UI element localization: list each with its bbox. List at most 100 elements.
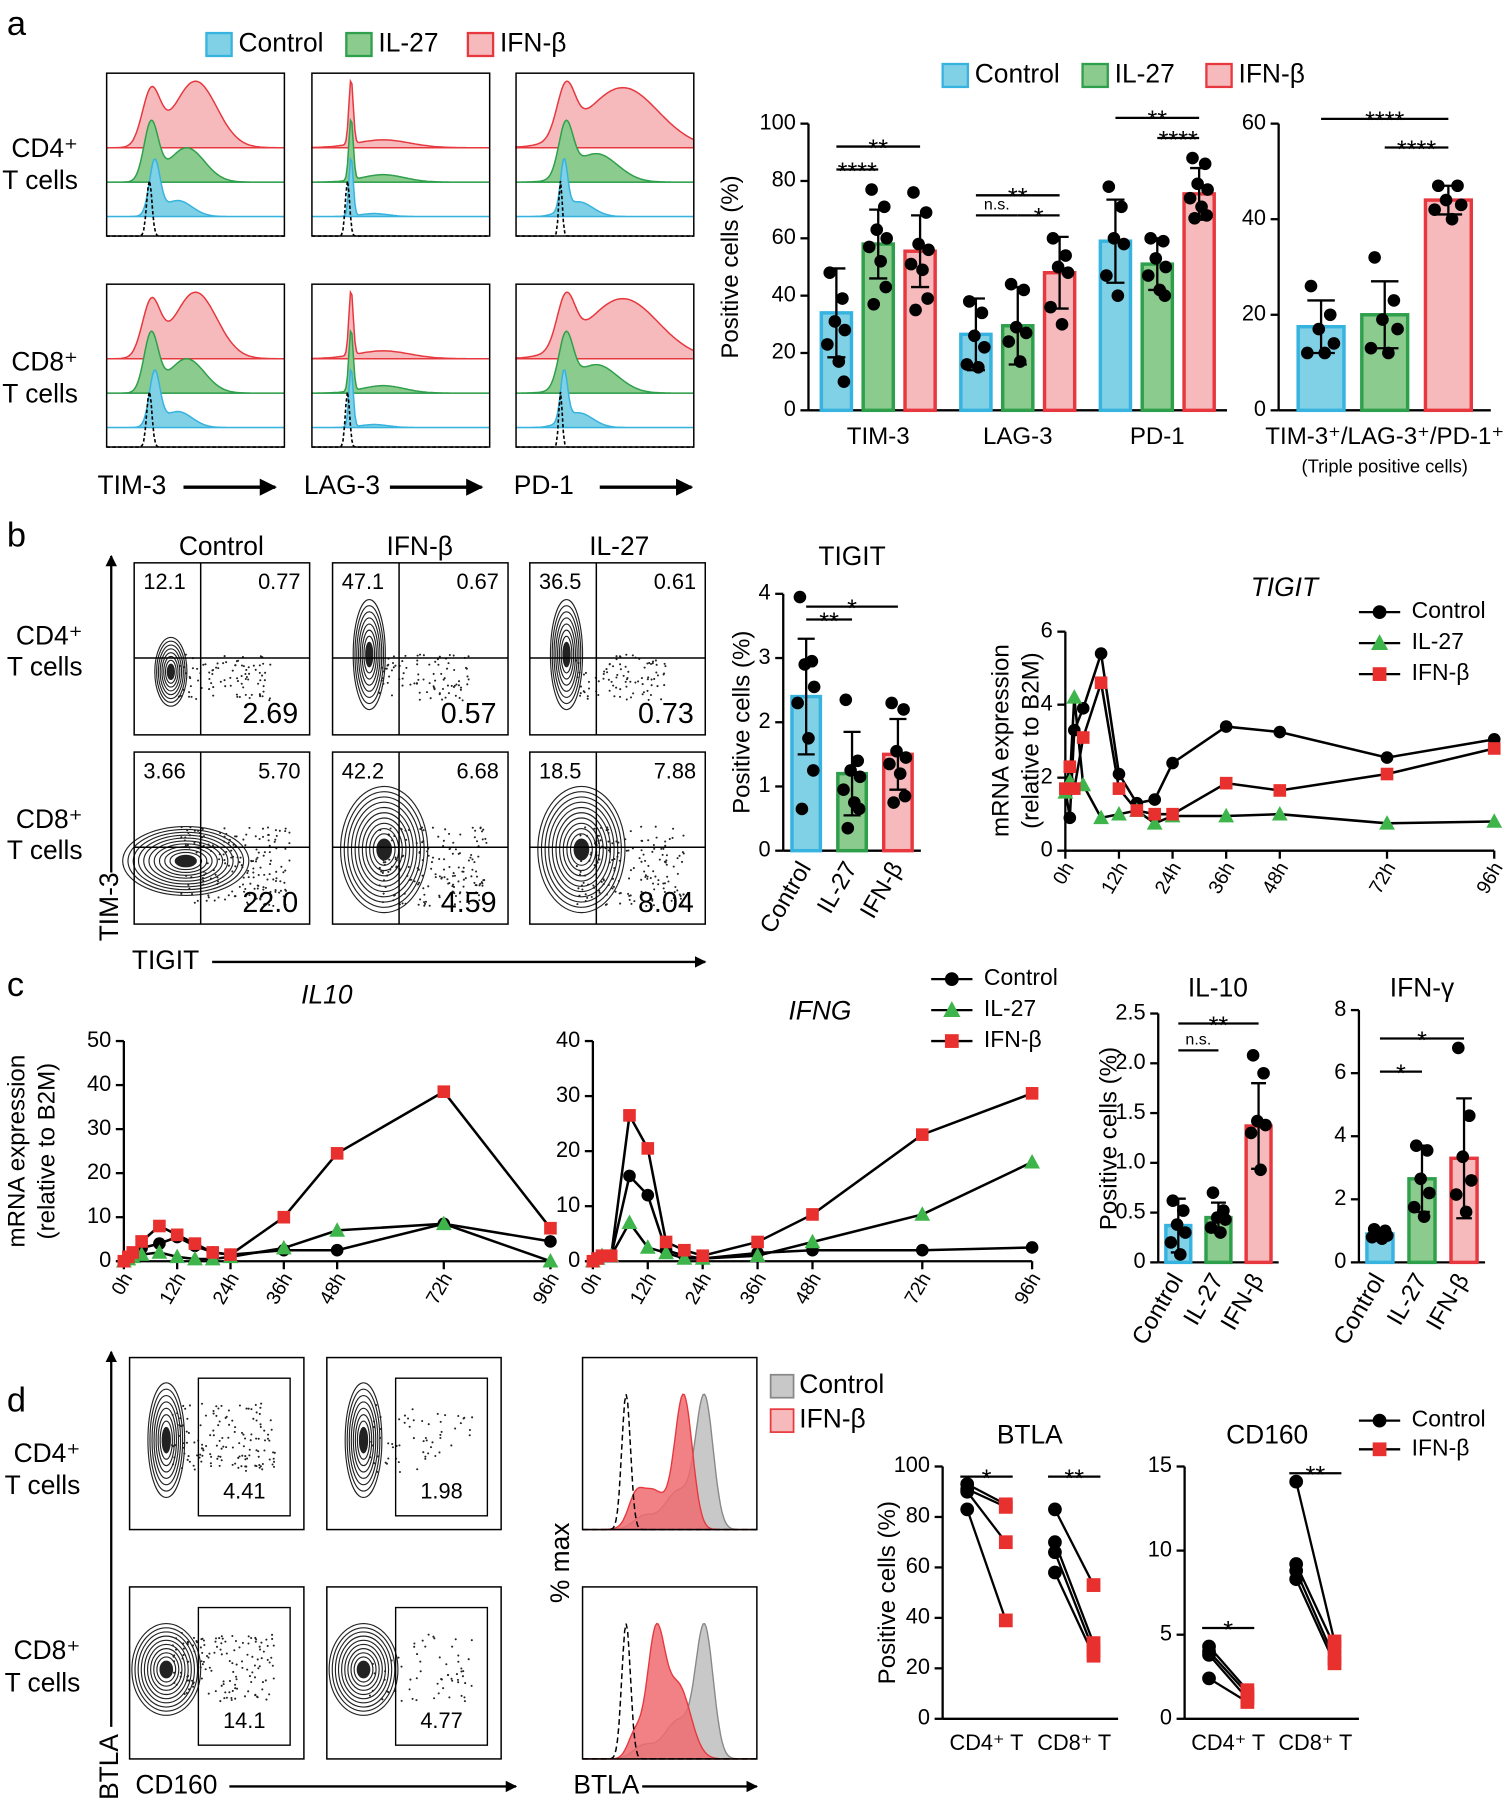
x-tick-label: TIM-3	[847, 423, 910, 450]
data-point	[1176, 1204, 1190, 1217]
event-dot	[231, 890, 234, 893]
event-dot	[240, 682, 243, 685]
marker	[659, 1235, 673, 1249]
marker	[1289, 1474, 1304, 1489]
event-dot	[473, 836, 476, 839]
event-dot	[249, 1439, 252, 1442]
event-dot	[425, 1439, 428, 1442]
event-dot	[284, 847, 287, 850]
data-point	[880, 232, 893, 245]
event-dot	[248, 1675, 251, 1678]
pair-connector	[1053, 1541, 1095, 1644]
event-dot	[222, 662, 225, 665]
event-dot	[173, 1671, 176, 1674]
data-point	[1178, 1226, 1192, 1239]
event-dot	[387, 663, 390, 666]
event-dot	[416, 654, 419, 657]
event-dot	[450, 684, 453, 687]
event-dot	[663, 882, 666, 885]
x-tick-label: TIM-3⁺/LAG-3⁺/PD-1⁺	[1265, 423, 1504, 450]
y-tick-label: 20	[1242, 301, 1266, 326]
event-dot	[680, 860, 684, 863]
panel-label: a	[7, 5, 27, 43]
legend-marker	[1372, 667, 1387, 681]
event-dot	[422, 887, 425, 890]
event-dot	[475, 884, 478, 887]
event-dot	[232, 1670, 235, 1673]
data-point	[851, 754, 865, 768]
event-dot	[257, 1450, 260, 1453]
event-dot	[581, 888, 584, 891]
event-dot	[602, 677, 605, 680]
y-tick-label: 8	[1334, 996, 1346, 1021]
event-dot	[234, 865, 237, 868]
event-dot	[443, 677, 446, 680]
event-dot	[242, 838, 245, 841]
event-dot	[641, 693, 644, 696]
event-dot	[425, 691, 429, 694]
contour	[558, 629, 575, 680]
event-dot	[224, 685, 227, 688]
event-dot	[619, 902, 622, 905]
event-dot	[431, 856, 435, 859]
event-dot	[469, 856, 472, 859]
event-dot	[651, 660, 655, 663]
contour	[358, 1426, 369, 1454]
event-dot	[630, 902, 633, 905]
event-dot	[204, 663, 207, 666]
event-dot	[250, 1637, 253, 1640]
event-dot	[205, 899, 208, 902]
event-dot	[259, 896, 262, 899]
event-dot	[263, 851, 266, 854]
error-bar	[1050, 235, 1069, 310]
event-dot	[649, 694, 652, 697]
data-point	[841, 821, 855, 835]
marker	[658, 1244, 674, 1260]
bar	[1423, 198, 1474, 413]
event-dot	[236, 695, 239, 698]
event-dot	[261, 674, 264, 677]
event-dot	[448, 848, 451, 851]
event-dot	[278, 891, 281, 894]
event-dot	[225, 1415, 228, 1418]
event-dot	[258, 693, 261, 696]
event-dot	[398, 1418, 401, 1421]
error-bar	[1190, 166, 1209, 221]
event-dot	[454, 1427, 457, 1430]
quadrant-value: 0.73	[638, 698, 694, 730]
event-dot	[427, 885, 430, 888]
event-dot	[413, 682, 416, 685]
event-dot	[256, 887, 259, 890]
event-dot	[405, 666, 408, 669]
event-dot	[442, 839, 445, 842]
event-dot	[259, 1648, 262, 1651]
data-point	[1257, 1066, 1270, 1080]
panel-label: c	[7, 966, 24, 1004]
event-dot	[200, 1402, 204, 1405]
event-dot	[266, 1644, 269, 1647]
event-dot	[205, 1445, 208, 1448]
event-dot	[473, 881, 476, 884]
event-dot	[423, 893, 426, 896]
event-dot	[207, 894, 210, 897]
data-point	[1004, 277, 1018, 291]
event-dot	[408, 1425, 411, 1428]
event-dot	[663, 684, 666, 687]
event-dot	[440, 876, 443, 879]
data-point	[1159, 260, 1173, 274]
event-dot	[428, 663, 431, 666]
marker	[1166, 807, 1179, 821]
event-dot	[268, 1661, 271, 1664]
y-axis-label: TIM-3	[94, 872, 124, 941]
data-point	[912, 237, 925, 251]
event-dot	[579, 685, 582, 688]
event-dot	[678, 854, 681, 857]
event-dot	[213, 1651, 216, 1654]
event-dot	[416, 659, 419, 662]
marker	[751, 1235, 764, 1249]
event-dot	[433, 688, 436, 691]
event-dot	[231, 1662, 234, 1665]
error-bar	[1414, 1144, 1430, 1214]
event-dot	[262, 1650, 265, 1653]
event-dot	[272, 1457, 275, 1460]
